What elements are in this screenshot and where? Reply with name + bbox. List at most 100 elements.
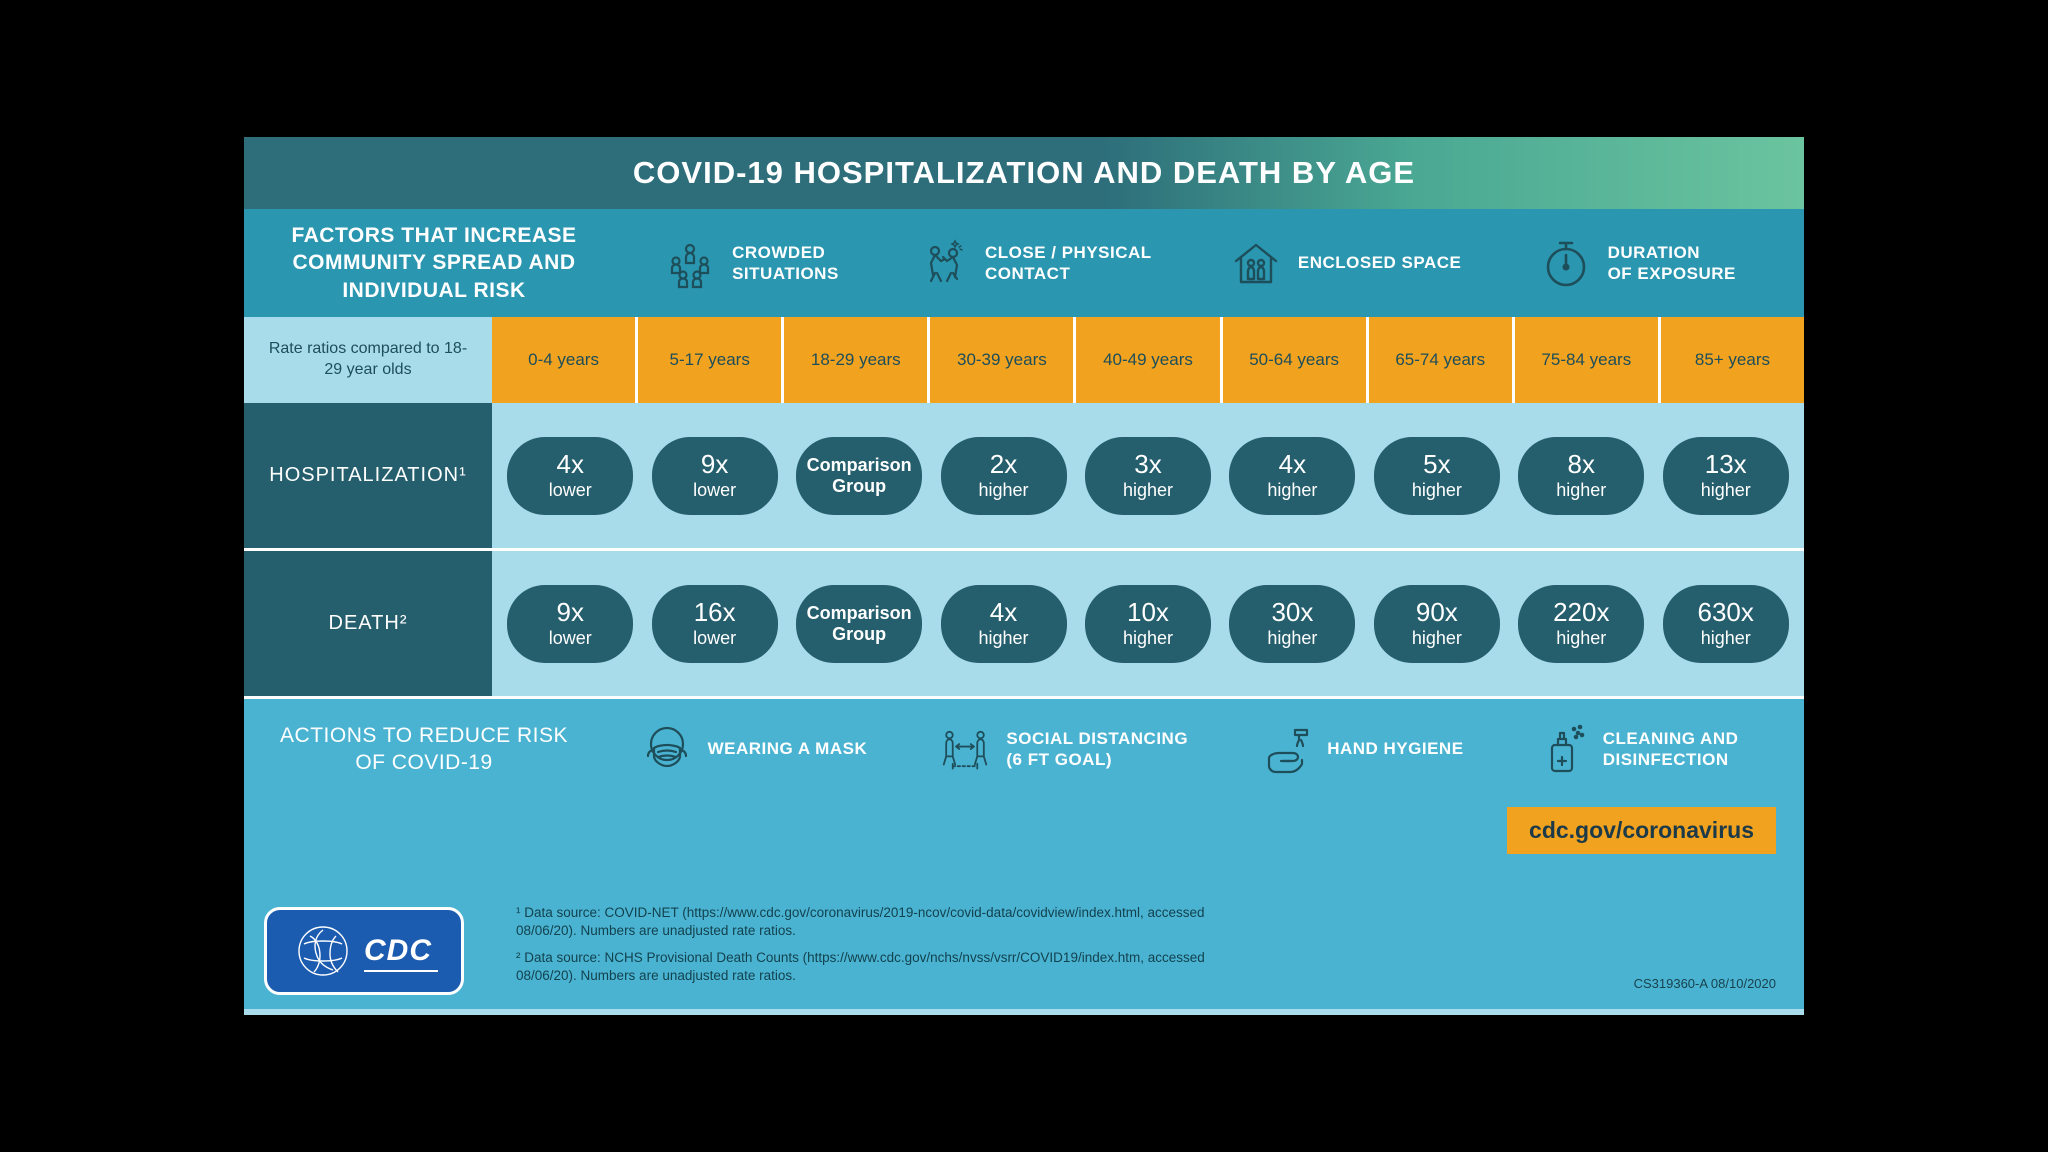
cdc-logo-badge: CDC bbox=[264, 907, 464, 995]
data-cells: 9xlower16xlowerComparisonGroup4xhigher10… bbox=[492, 551, 1804, 696]
rate-pill: 2xhigher bbox=[941, 437, 1067, 515]
footnote-1: ¹ Data source: COVID-NET (https://www.cd… bbox=[516, 904, 1256, 940]
pill-value: 9x bbox=[556, 598, 583, 628]
rate-pill: 630xhigher bbox=[1663, 585, 1789, 663]
factors-heading: FACTORS THAT INCREASE COMMUNITY SPREAD A… bbox=[244, 222, 624, 304]
factor-crowded: CROWDED SITUATIONS bbox=[662, 235, 839, 291]
dancing-icon bbox=[915, 235, 971, 291]
age-group-cell: 5-17 years bbox=[638, 317, 784, 403]
age-group-cell: 65-74 years bbox=[1369, 317, 1515, 403]
pill-direction: Group bbox=[832, 624, 886, 645]
action-cleaning: CLEANING AND DISINFECTION bbox=[1535, 722, 1739, 776]
actions-bar: ACTIONS TO REDUCE RISK OF COVID-19 WEARI… bbox=[244, 699, 1804, 799]
pill-value: 30x bbox=[1271, 598, 1313, 628]
factor-duration: DURATION OF EXPOSURE bbox=[1538, 235, 1736, 291]
action-label: SOCIAL DISTANCING (6 FT GOAL) bbox=[1006, 728, 1188, 771]
age-header-row: Rate ratios compared to 18-29 year olds … bbox=[244, 317, 1804, 403]
handwash-icon bbox=[1259, 722, 1313, 776]
factor-label: CROWDED SITUATIONS bbox=[732, 242, 839, 285]
pill-value: 3x bbox=[1134, 450, 1161, 480]
pill-direction: higher bbox=[1556, 628, 1606, 649]
rate-pill: 10xhigher bbox=[1085, 585, 1211, 663]
pill-value: 8x bbox=[1568, 450, 1595, 480]
pill-direction: higher bbox=[1412, 628, 1462, 649]
pill-direction: higher bbox=[979, 628, 1029, 649]
pill-direction: higher bbox=[1556, 480, 1606, 501]
data-row-label: DEATH² bbox=[244, 551, 492, 696]
pill-value: 4x bbox=[556, 450, 583, 480]
pill-direction: Group bbox=[832, 476, 886, 497]
pill-value: 9x bbox=[701, 450, 728, 480]
rate-pill: 3xhigher bbox=[1085, 437, 1211, 515]
pill-value: 16x bbox=[694, 598, 736, 628]
url-callout: cdc.gov/coronavirus bbox=[1507, 807, 1776, 854]
infographic-canvas: COVID-19 HOSPITALIZATION AND DEATH BY AG… bbox=[244, 137, 1804, 1015]
rate-pill: 9xlower bbox=[652, 437, 778, 515]
rate-pill: 4xlower bbox=[507, 437, 633, 515]
comparison-pill: ComparisonGroup bbox=[796, 585, 922, 663]
pill-direction: higher bbox=[1123, 480, 1173, 501]
distance-icon bbox=[938, 722, 992, 776]
rate-pill: 90xhigher bbox=[1374, 585, 1500, 663]
footnote-2: ² Data source: NCHS Provisional Death Co… bbox=[516, 949, 1256, 985]
factors-items: CROWDED SITUATIONS CLOSE / PHYSICAL CONT… bbox=[624, 235, 1804, 291]
pill-direction: lower bbox=[549, 480, 592, 501]
action-hygiene: HAND HYGIENE bbox=[1259, 722, 1463, 776]
pill-value: Comparison bbox=[807, 603, 912, 624]
age-row-label: Rate ratios compared to 18-29 year olds bbox=[244, 317, 492, 403]
pill-value: 4x bbox=[1279, 450, 1306, 480]
pill-value: 5x bbox=[1423, 450, 1450, 480]
age-group-cell: 0-4 years bbox=[492, 317, 638, 403]
rate-pill: 13xhigher bbox=[1663, 437, 1789, 515]
action-distance: SOCIAL DISTANCING (6 FT GOAL) bbox=[938, 722, 1188, 776]
pill-value: 10x bbox=[1127, 598, 1169, 628]
pill-direction: higher bbox=[1123, 628, 1173, 649]
rate-pill: 30xhigher bbox=[1229, 585, 1355, 663]
pill-direction: higher bbox=[1267, 480, 1317, 501]
factors-bar: FACTORS THAT INCREASE COMMUNITY SPREAD A… bbox=[244, 209, 1804, 317]
action-label: HAND HYGIENE bbox=[1327, 738, 1463, 759]
action-label: CLEANING AND DISINFECTION bbox=[1603, 728, 1739, 771]
data-cells: 4xlower9xlowerComparisonGroup2xhigher3xh… bbox=[492, 403, 1804, 548]
actions-items: WEARING A MASK SOCIAL DISTANCING (6 FT G… bbox=[604, 722, 1804, 776]
pill-value: 630x bbox=[1698, 598, 1754, 628]
spray-icon bbox=[1535, 722, 1589, 776]
factor-contact: CLOSE / PHYSICAL CONTACT bbox=[915, 235, 1152, 291]
action-label: WEARING A MASK bbox=[708, 738, 868, 759]
pill-direction: higher bbox=[1412, 480, 1462, 501]
age-group-cell: 85+ years bbox=[1661, 317, 1804, 403]
page-title: COVID-19 HOSPITALIZATION AND DEATH BY AG… bbox=[633, 155, 1415, 191]
rate-pill: 4xhigher bbox=[941, 585, 1067, 663]
age-group-cell: 75-84 years bbox=[1515, 317, 1661, 403]
rate-pill: 9xlower bbox=[507, 585, 633, 663]
rate-pill: 220xhigher bbox=[1518, 585, 1644, 663]
crowded-icon bbox=[662, 235, 718, 291]
pill-direction: lower bbox=[693, 628, 736, 649]
action-mask: WEARING A MASK bbox=[640, 722, 868, 776]
pill-value: 220x bbox=[1553, 598, 1609, 628]
age-cells: 0-4 years5-17 years18-29 years30-39 year… bbox=[492, 317, 1804, 403]
factor-label: ENCLOSED SPACE bbox=[1298, 252, 1462, 273]
document-id: CS319360-A 08/10/2020 bbox=[1634, 976, 1776, 991]
data-row: DEATH²9xlower16xlowerComparisonGroup4xhi… bbox=[244, 551, 1804, 699]
age-group-cell: 50-64 years bbox=[1223, 317, 1369, 403]
pill-direction: higher bbox=[1701, 480, 1751, 501]
pill-value: 2x bbox=[990, 450, 1017, 480]
data-row: HOSPITALIZATION¹4xlower9xlowerComparison… bbox=[244, 403, 1804, 551]
house-icon bbox=[1228, 235, 1284, 291]
pill-direction: lower bbox=[549, 628, 592, 649]
pill-direction: higher bbox=[1267, 628, 1317, 649]
footnotes: ¹ Data source: COVID-NET (https://www.cd… bbox=[516, 904, 1256, 993]
rate-pill: 4xhigher bbox=[1229, 437, 1355, 515]
rate-pill: 16xlower bbox=[652, 585, 778, 663]
pill-direction: higher bbox=[1701, 628, 1751, 649]
mask-icon bbox=[640, 722, 694, 776]
footer: CDC ¹ Data source: COVID-NET (https://ww… bbox=[244, 799, 1804, 1009]
actions-heading: ACTIONS TO REDUCE RISK OF COVID-19 bbox=[244, 722, 604, 777]
comparison-pill: ComparisonGroup bbox=[796, 437, 922, 515]
cdc-label: CDC bbox=[364, 934, 432, 968]
factor-enclosed: ENCLOSED SPACE bbox=[1228, 235, 1462, 291]
pill-value: 13x bbox=[1705, 450, 1747, 480]
pill-direction: higher bbox=[979, 480, 1029, 501]
data-row-label: HOSPITALIZATION¹ bbox=[244, 403, 492, 548]
